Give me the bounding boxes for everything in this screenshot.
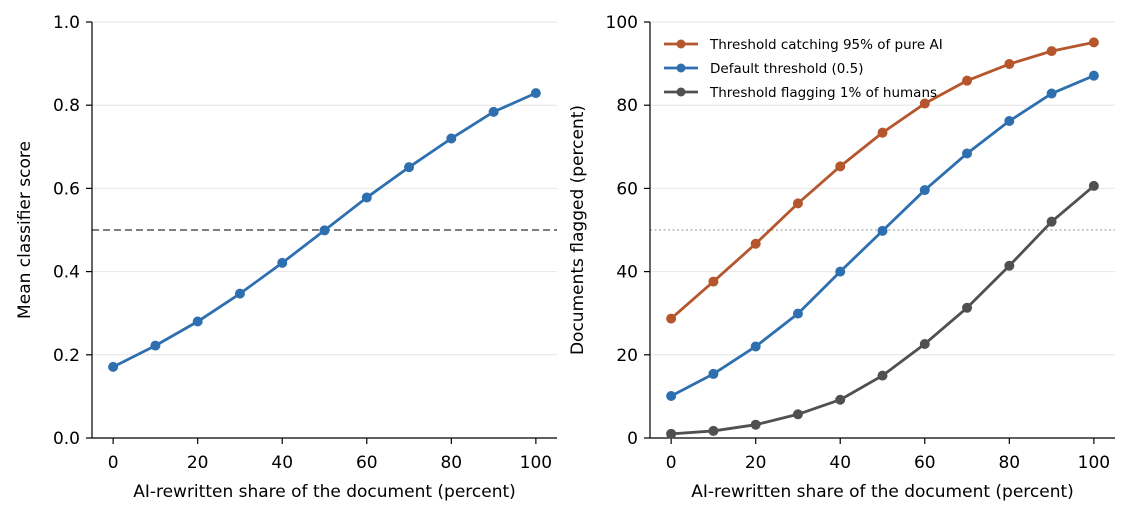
x-tick-label: 60 — [356, 453, 378, 473]
data-point — [1004, 59, 1015, 70]
y-tick-label: 100 — [606, 13, 638, 33]
legend-marker — [676, 87, 686, 97]
data-point — [108, 361, 119, 372]
data-point — [1046, 216, 1057, 227]
y-tick-label: 60 — [616, 179, 638, 199]
data-point — [877, 127, 888, 138]
data-point — [488, 106, 499, 117]
y-tick-label: 1.0 — [53, 13, 80, 33]
y-axis-label: Documents flagged (percent) — [568, 105, 588, 355]
data-point — [1088, 180, 1099, 191]
data-point — [708, 425, 719, 436]
data-point — [1046, 46, 1057, 57]
legend-label: Threshold flagging 1% of humans — [709, 85, 937, 101]
left-panel: 0.0 0.2 0.4 0.6 0.8 1.0 0 20 40 60 80 100AI-rewritt… — [15, 13, 557, 502]
x-axis-label: AI-rewritten share of the document (perc… — [691, 482, 1074, 502]
data-point — [962, 302, 973, 313]
data-point — [750, 238, 761, 249]
data-point — [1088, 70, 1099, 81]
x-tick-label: 40 — [829, 453, 851, 473]
y-tick-label: 20 — [616, 346, 638, 366]
x-tick-label: 20 — [187, 453, 209, 473]
data-point — [404, 162, 415, 173]
y-tick-label: 0.0 — [53, 429, 80, 449]
data-point — [877, 225, 888, 236]
data-point — [835, 266, 846, 277]
legend-marker — [676, 39, 686, 49]
data-point — [666, 390, 677, 401]
x-tick-label: 80 — [998, 453, 1020, 473]
data-point — [361, 192, 372, 203]
data-point — [919, 98, 930, 109]
data-point — [962, 75, 973, 86]
data-point — [919, 185, 930, 196]
x-tick-label: 0 — [108, 453, 119, 473]
x-tick-label: 0 — [666, 453, 677, 473]
data-point — [835, 161, 846, 172]
data-point — [962, 148, 973, 159]
data-point — [1046, 88, 1057, 99]
data-point — [877, 370, 888, 381]
legend-marker — [676, 63, 686, 73]
x-tick-label: 40 — [271, 453, 293, 473]
data-point — [792, 409, 803, 420]
data-point — [234, 288, 245, 299]
data-point — [708, 276, 719, 287]
x-tick-label: 60 — [914, 453, 936, 473]
y-tick-label: 0.8 — [53, 96, 80, 116]
data-point — [1088, 37, 1099, 48]
y-tick-label: 0.4 — [53, 263, 80, 283]
data-point — [708, 368, 719, 379]
y-tick-label: 0.2 — [53, 346, 80, 366]
data-point — [192, 316, 203, 327]
data-point — [530, 88, 541, 99]
y-tick-label: 40 — [616, 263, 638, 283]
y-tick-label: 0 — [627, 429, 638, 449]
x-axis-label: AI-rewritten share of the document (perc… — [133, 482, 516, 502]
data-point — [750, 341, 761, 352]
data-point — [919, 338, 930, 349]
data-point — [666, 313, 677, 324]
data-point — [319, 225, 330, 236]
legend-label: Threshold catching 95% of pure AI — [709, 37, 943, 53]
data-point — [792, 198, 803, 209]
data-point — [792, 308, 803, 319]
data-point — [1004, 116, 1015, 127]
data-point — [277, 257, 288, 268]
x-tick-label: 20 — [745, 453, 767, 473]
data-point — [750, 419, 761, 430]
x-tick-label: 100 — [520, 453, 552, 473]
data-point — [835, 394, 846, 405]
legend-label: Default threshold (0.5) — [710, 61, 864, 77]
series-line — [670, 41, 1095, 320]
y-tick-label: 80 — [616, 96, 638, 116]
data-point — [150, 340, 161, 351]
data-point — [666, 428, 677, 439]
y-axis-label: Mean classifier score — [15, 141, 35, 319]
y-tick-label: 0.6 — [53, 179, 80, 199]
x-tick-label: 80 — [440, 453, 462, 473]
x-tick-label: 100 — [1078, 453, 1110, 473]
data-point — [1004, 260, 1015, 271]
data-point — [446, 133, 457, 144]
series-line — [671, 184, 1095, 436]
